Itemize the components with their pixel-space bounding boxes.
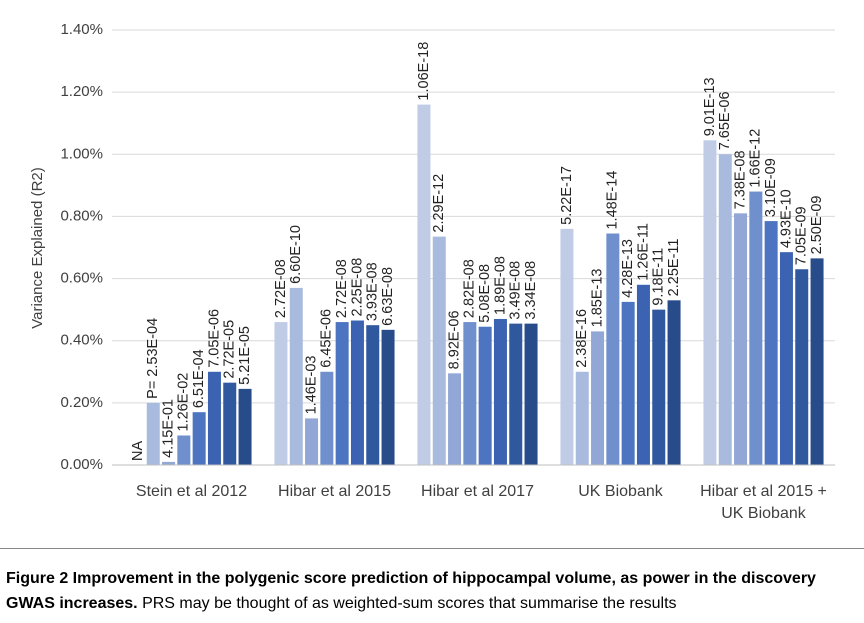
bar-label: 2.25E-08 <box>349 258 365 317</box>
bar-label: 1.48E-14 <box>605 171 621 230</box>
bar <box>560 228 574 465</box>
caption: Figure 2 Improvement in the polygenic sc… <box>6 566 862 616</box>
bar-label: 2.82E-08 <box>462 259 478 318</box>
bar <box>289 287 303 465</box>
bar <box>432 236 446 465</box>
bar-label: 6.60E-10 <box>288 225 304 284</box>
y-tick-label: 0.60% <box>60 270 103 287</box>
bar <box>238 388 252 465</box>
bar <box>162 461 176 465</box>
bar-label: 2.38E-16 <box>574 309 590 368</box>
y-axis-label: Variance Explained (R2) <box>29 167 46 328</box>
bar-label: 1.89E-08 <box>492 256 508 315</box>
bar <box>795 269 809 465</box>
bar <box>305 418 319 465</box>
bar-label: 4.93E-10 <box>778 189 794 248</box>
bar <box>718 154 732 466</box>
bar <box>524 323 538 465</box>
y-tick-label: 0.20% <box>60 394 103 411</box>
bar <box>366 325 380 465</box>
x-tick-label: Hibar et al 2017 <box>421 483 534 500</box>
bar-label: 7.38E-08 <box>732 150 748 209</box>
y-tick-label: 0.80% <box>60 207 103 224</box>
bar <box>591 331 605 465</box>
bar <box>223 382 237 465</box>
bar <box>509 323 523 465</box>
bar <box>320 371 334 465</box>
bar <box>448 373 462 465</box>
bar <box>478 326 492 465</box>
caption-text: PRS may be thought of as weighted-sum sc… <box>142 595 677 612</box>
bar-label: 2.50E-09 <box>809 196 825 255</box>
bar <box>779 252 793 465</box>
bar-label: 1.85E-13 <box>589 269 605 328</box>
bar-label: 6.63E-08 <box>380 267 396 326</box>
bar <box>192 412 206 465</box>
bar <box>350 320 364 465</box>
bar <box>810 258 824 465</box>
bar <box>703 140 717 465</box>
separator <box>0 548 864 549</box>
bar-label: 5.08E-08 <box>477 264 493 323</box>
bar-label: P= 2.53E-04 <box>145 318 161 399</box>
bar-label: 9.18E-11 <box>651 248 667 306</box>
y-tick-label: 1.40% <box>60 21 103 38</box>
bar <box>636 284 650 465</box>
bar <box>734 213 748 465</box>
bar-label: 1.26E-11 <box>635 223 651 281</box>
y-tick-label: 1.00% <box>60 145 103 162</box>
bar-label: 7.05E-09 <box>794 206 810 265</box>
bar <box>667 300 681 465</box>
bar-label: 3.49E-08 <box>508 261 524 320</box>
bar <box>493 318 507 465</box>
x-tick-label: Hibar et al 2015 + UK Biobank <box>700 483 827 522</box>
bar <box>575 371 589 465</box>
bar-label: 1.06E-18 <box>416 42 432 101</box>
bar-label: 2.25E-11 <box>666 239 682 297</box>
bar-label: 6.45E-06 <box>319 309 335 368</box>
bar <box>749 191 763 466</box>
bar <box>764 221 778 465</box>
bar <box>417 104 431 466</box>
y-tick-label: 0.00% <box>60 456 103 473</box>
bar-label: 1.66E-12 <box>748 129 764 188</box>
bar <box>381 329 395 465</box>
bar-label: 2.72E-08 <box>273 259 289 318</box>
bar-label: 3.34E-08 <box>523 261 539 320</box>
x-tick-label: UK Biobank <box>578 483 663 500</box>
bar-label: 7.65E-06 <box>717 91 733 150</box>
y-tick-label: 1.20% <box>60 83 103 100</box>
bar <box>177 435 191 465</box>
bar-label: 4.28E-13 <box>620 239 636 298</box>
bar <box>652 309 666 465</box>
chart: Variance Explained (R2) 0.00% 0.20% 0.40% 0… <box>29 21 835 473</box>
bar <box>606 233 620 465</box>
x-tick-label: Stein et al 2012 <box>135 483 248 500</box>
x-tick-label: Hibar et al 2015 <box>278 483 391 500</box>
bar-label: 2.72E-08 <box>334 259 350 318</box>
bar-label: 4.15E-01 <box>160 399 176 458</box>
bar-label: 1.26E-02 <box>176 373 192 432</box>
bar <box>207 371 221 465</box>
bar-label: 6.51E-04 <box>191 349 207 408</box>
bar <box>335 322 349 465</box>
bar-label: 8.92E-06 <box>446 310 462 369</box>
bar-label: NA <box>130 441 146 461</box>
bar-label: 9.01E-13 <box>702 77 718 136</box>
bar <box>274 322 288 465</box>
bar <box>146 402 160 465</box>
bar-label: 2.29E-12 <box>431 174 447 233</box>
bar-label: 5.22E-17 <box>559 166 575 225</box>
bar-label: 7.05E-06 <box>206 309 222 368</box>
bar-label: 3.93E-08 <box>365 262 381 321</box>
bar <box>621 301 635 465</box>
bar-label: 2.72E-05 <box>222 320 238 379</box>
bar-label: 1.46E-03 <box>303 356 319 415</box>
bar <box>463 322 477 465</box>
bar-label: 3.10E-09 <box>763 158 779 217</box>
bar-label: 5.21E-05 <box>237 326 253 385</box>
y-tick-label: 0.40% <box>60 332 103 349</box>
caption-bold: Figure 2 Improvement in the polygenic sc… <box>6 570 816 612</box>
